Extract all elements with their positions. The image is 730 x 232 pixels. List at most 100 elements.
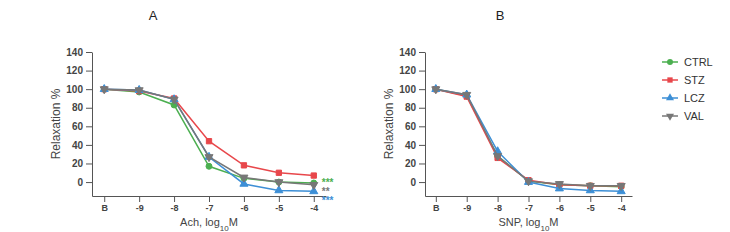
plot-area [432, 85, 625, 194]
series-marker [276, 170, 281, 175]
significance-mark: *** [322, 195, 334, 206]
x-tick-mark [498, 196, 499, 202]
panel-title: A [149, 8, 158, 23]
x-tick: -7 [525, 196, 533, 213]
y-tick-mark [419, 126, 425, 127]
legend-entry: STZ [662, 74, 705, 86]
x-tick-label: -7 [525, 203, 533, 213]
x-tick-label: -5 [587, 203, 595, 213]
y-tick-label: 140 [66, 47, 83, 58]
y-tick-label: 0 [77, 177, 83, 188]
series-marker [586, 183, 594, 190]
legend: CTRLSTZLCZVAL [662, 56, 713, 122]
y-tick-mark [419, 89, 425, 90]
y-tick-label: 100 [399, 84, 416, 95]
y-tick-label: 80 [72, 102, 84, 113]
series-marker [432, 87, 440, 94]
y-tick-mark [419, 71, 425, 72]
y-tick: 120 [66, 65, 92, 76]
y-tick-label: 40 [72, 140, 84, 151]
y-tick-label: 20 [72, 158, 84, 169]
y-tick-label: 20 [405, 158, 417, 169]
series-marker [524, 179, 532, 186]
legend-entry: CTRL [662, 56, 713, 68]
y-tick-label: 0 [410, 177, 416, 188]
series-marker [206, 163, 212, 169]
y-tick-mark [419, 52, 425, 53]
x-tick-mark [139, 196, 140, 202]
x-tick-mark [279, 196, 280, 202]
y-axis: 0 20 40 60 80 100 120 140 [66, 47, 92, 197]
panel: 020406080100120140B-9-8-7-6-5-4SNP, log1… [382, 8, 713, 232]
y-tick-label: 120 [399, 65, 416, 76]
legend-entry: LCZ [662, 92, 705, 104]
series-line [436, 89, 621, 187]
legend-marker [667, 59, 673, 65]
series-line [104, 89, 314, 191]
y-tick-mark [86, 71, 92, 72]
legend-label: STZ [684, 74, 705, 86]
x-tick: -7 [205, 196, 213, 213]
y-tick: 140 [66, 47, 92, 58]
y-tick: 100 [66, 84, 92, 95]
y-axis-line [92, 53, 93, 197]
x-tick: -4 [618, 196, 626, 213]
x-tick: -6 [240, 196, 248, 213]
y-tick-label: 80 [405, 102, 417, 113]
series-line [104, 89, 314, 183]
y-tick-mark [86, 108, 92, 109]
legend-label: LCZ [684, 92, 705, 104]
x-tick-mark [104, 196, 105, 202]
y-tick: 40 [72, 140, 92, 151]
y-tick: 100 [399, 84, 425, 95]
x-tick-label: B [433, 203, 440, 213]
x-tick-label: -5 [275, 203, 283, 213]
x-axis-title: SNP, log10M [498, 216, 558, 232]
panel: 020406080100120140B-9-8-7-6-5-4Ach, log1… [49, 8, 334, 232]
series-marker [463, 92, 471, 99]
series-marker [206, 139, 211, 144]
x-tick: -4 [310, 196, 318, 213]
series-marker [170, 97, 178, 104]
x-tick: -6 [556, 196, 564, 213]
y-tick-mark [86, 163, 92, 164]
y-tick: 40 [405, 140, 425, 151]
series-line [436, 89, 621, 186]
series-line [436, 89, 621, 186]
figure: 020406080100120140B-9-8-7-6-5-4Ach, log1… [0, 0, 730, 232]
legend-marker [666, 93, 674, 100]
x-tick: -8 [494, 196, 502, 213]
y-tick-mark [86, 182, 92, 183]
y-axis: 020406080100120140 [399, 47, 425, 197]
series-line [436, 89, 621, 191]
x-tick-label: -6 [240, 203, 248, 213]
y-axis-title: Relaxation % [382, 88, 396, 159]
y-tick-label: 60 [72, 121, 84, 132]
series-marker [310, 183, 318, 190]
y-axis-line [425, 53, 426, 197]
x-tick: -9 [463, 196, 471, 213]
x-tick-mark [467, 196, 468, 202]
series-marker [311, 173, 316, 178]
y-tick: 80 [405, 102, 425, 113]
x-tick: -9 [136, 196, 144, 213]
y-tick-mark [419, 108, 425, 109]
x-tick-mark [559, 196, 560, 202]
y-tick-mark [86, 52, 92, 53]
y-tick: 80 [72, 102, 92, 113]
y-tick-mark [419, 163, 425, 164]
y-tick: 120 [399, 65, 425, 76]
x-tick-label: -4 [310, 203, 318, 213]
series-line [104, 89, 314, 175]
series-marker [494, 154, 502, 161]
legend-marker [666, 114, 674, 121]
x-tick-label: -7 [205, 203, 213, 213]
series-marker [100, 87, 108, 94]
x-tick-label: B [101, 203, 108, 213]
x-tick-mark [174, 196, 175, 202]
y-tick: 20 [72, 158, 92, 169]
y-tick: 20 [405, 158, 425, 169]
y-tick-label: 40 [405, 140, 417, 151]
y-tick: 0 [77, 177, 92, 188]
panel-title: B [496, 8, 505, 23]
